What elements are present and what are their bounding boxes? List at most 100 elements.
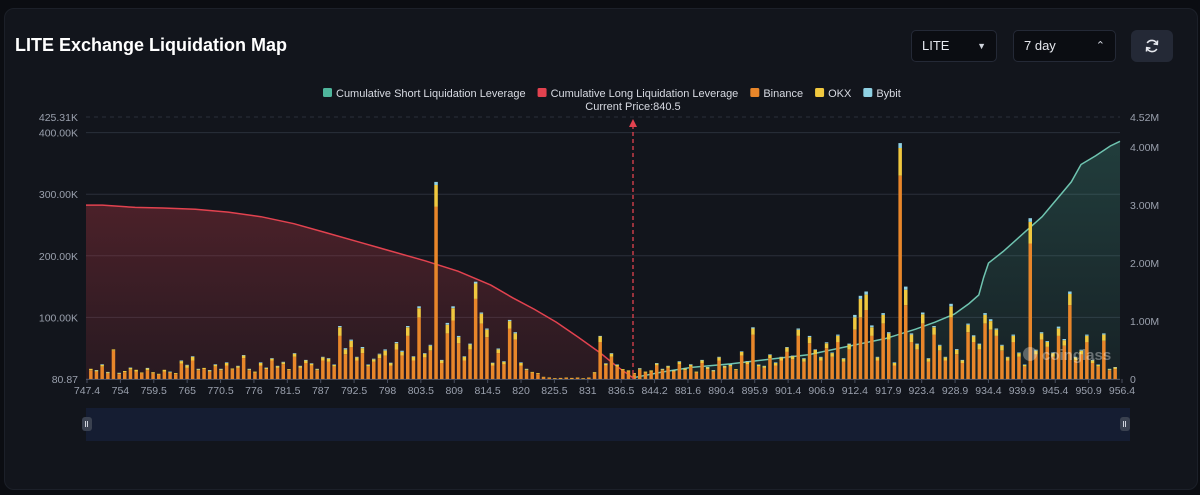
bar-segment[interactable] [773, 365, 778, 379]
bar-segment[interactable] [615, 364, 619, 367]
bar-segment[interactable] [1062, 340, 1067, 346]
bar-segment[interactable] [841, 358, 846, 359]
bar-segment[interactable] [615, 364, 619, 366]
bar-segment[interactable] [739, 351, 744, 356]
bar-segment[interactable] [434, 206, 438, 380]
bar-segment[interactable] [377, 354, 382, 359]
bar-segment[interactable] [666, 365, 670, 367]
bar-segment[interactable] [779, 360, 784, 380]
bar-segment[interactable] [983, 314, 987, 324]
bar-segment[interactable] [157, 373, 161, 375]
bar-segment[interactable] [100, 364, 104, 365]
bar-segment[interactable] [479, 323, 484, 379]
bar-segment[interactable] [406, 335, 410, 379]
bar-segment[interactable] [428, 344, 433, 346]
bar-segment[interactable] [796, 328, 801, 330]
bar-segment[interactable] [745, 361, 750, 362]
bar-segment[interactable] [179, 363, 184, 379]
bar-segment[interactable] [615, 366, 619, 379]
bar-segment[interactable] [705, 367, 710, 368]
bar-segment[interactable] [134, 369, 138, 372]
bar-segment[interactable] [802, 358, 806, 362]
bar-segment[interactable] [332, 364, 336, 366]
bar-segment[interactable] [994, 328, 999, 330]
bar-segment[interactable] [756, 364, 761, 366]
bar-segment[interactable] [174, 374, 178, 379]
bar-segment[interactable] [281, 362, 286, 365]
bar-segment[interactable] [241, 358, 246, 379]
bar-segment[interactable] [179, 361, 184, 364]
bar-segment[interactable] [672, 370, 676, 371]
bar-segment[interactable] [949, 306, 953, 318]
bar-segment[interactable] [666, 366, 670, 368]
bar-segment[interactable] [1107, 370, 1112, 379]
bar-segment[interactable] [94, 371, 99, 379]
bar-segment[interactable] [807, 335, 812, 338]
bar-segment[interactable] [943, 356, 948, 358]
bar-segment[interactable] [604, 365, 608, 379]
bar-segment[interactable] [502, 361, 506, 362]
bar-segment[interactable] [756, 364, 761, 367]
bar-segment[interactable] [1005, 360, 1010, 380]
bar-segment[interactable] [190, 356, 195, 361]
bar-segment[interactable] [802, 358, 806, 359]
bar-segment[interactable] [106, 372, 110, 374]
bar-segment[interactable] [292, 356, 297, 379]
bar-segment[interactable] [258, 362, 263, 363]
bar-segment[interactable] [819, 357, 823, 361]
bar-segment[interactable] [660, 369, 665, 371]
bar-segment[interactable] [456, 335, 461, 338]
bar-segment[interactable] [1068, 305, 1072, 379]
bar-segment[interactable] [473, 283, 478, 299]
bar-segment[interactable] [355, 360, 359, 380]
bar-segment[interactable] [570, 377, 574, 379]
bar-segment[interactable] [971, 336, 976, 343]
bar-segment[interactable] [1045, 347, 1050, 379]
bar-segment[interactable] [326, 358, 331, 359]
bar-segment[interactable] [1028, 221, 1033, 244]
bar-segment[interactable] [106, 371, 110, 373]
bar-segment[interactable] [836, 342, 840, 379]
bar-segment[interactable] [722, 366, 727, 368]
bar-segment[interactable] [202, 367, 206, 370]
bar-segment[interactable] [655, 365, 659, 379]
bar-segment[interactable] [524, 370, 529, 379]
bar-segment[interactable] [479, 312, 484, 314]
bar-segment[interactable] [892, 365, 897, 379]
bar-segment[interactable] [366, 364, 370, 366]
bar-segment[interactable] [836, 335, 840, 343]
bar-segment[interactable] [745, 361, 750, 365]
bar-segment[interactable] [943, 357, 948, 361]
bar-segment[interactable] [123, 372, 127, 379]
bar-segment[interactable] [270, 360, 274, 380]
bar-segment[interactable] [168, 371, 172, 373]
bar-segment[interactable] [1051, 356, 1055, 379]
bar-segment[interactable] [394, 343, 399, 350]
bar-segment[interactable] [507, 328, 512, 380]
bar-segment[interactable] [349, 339, 353, 341]
bar-segment[interactable] [700, 360, 704, 364]
bar-segment[interactable] [1017, 356, 1021, 379]
bar-segment[interactable] [700, 359, 704, 361]
bar-segment[interactable] [858, 298, 863, 318]
bar-segment[interactable] [241, 355, 246, 359]
bar-segment[interactable] [1056, 328, 1061, 336]
bar-segment[interactable] [100, 364, 104, 367]
bar-segment[interactable] [440, 359, 444, 361]
bar-segment[interactable] [411, 356, 416, 361]
bar-segment[interactable] [864, 294, 868, 310]
bar-segment[interactable] [264, 369, 269, 379]
bar-segment[interactable] [921, 312, 925, 315]
bar-segment[interactable] [1056, 326, 1061, 329]
bar-segment[interactable] [524, 369, 529, 371]
bar-segment[interactable] [604, 363, 608, 366]
bar-segment[interactable] [898, 148, 902, 176]
bar-segment[interactable] [621, 370, 625, 379]
bar-segment[interactable] [428, 350, 433, 379]
bar-segment[interactable] [1096, 366, 1100, 379]
bar-segment[interactable] [343, 349, 348, 355]
bar-segment[interactable] [694, 372, 699, 379]
bar-segment[interactable] [768, 354, 772, 355]
bar-segment[interactable] [513, 339, 518, 379]
bar-segment[interactable] [632, 374, 636, 379]
